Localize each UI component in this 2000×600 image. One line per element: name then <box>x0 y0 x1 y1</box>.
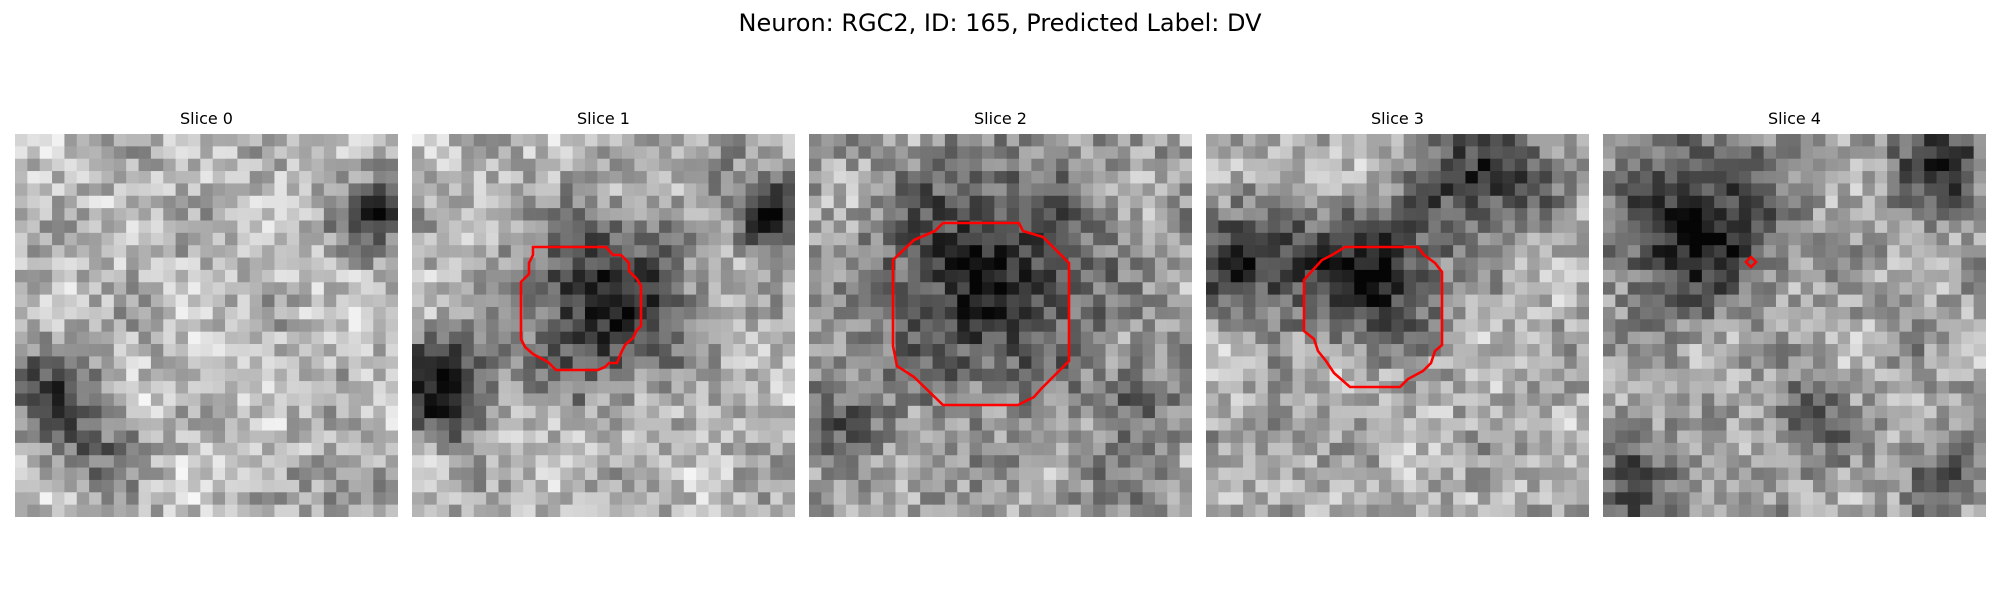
slice-image-0 <box>15 134 398 517</box>
roi-outline-3 <box>1302 245 1444 389</box>
roi-outline-1 <box>519 245 643 372</box>
slice-title-2: Slice 2 <box>974 109 1027 128</box>
slice-image-1 <box>412 134 795 517</box>
slice-title-0: Slice 0 <box>180 109 233 128</box>
roi-outline-4 <box>1744 255 1758 269</box>
slice-image-3 <box>1206 134 1589 517</box>
roi-outline-2 <box>891 221 1071 407</box>
slice-title-1: Slice 1 <box>577 109 630 128</box>
figure-title: Neuron: RGC2, ID: 165, Predicted Label: … <box>738 9 1262 37</box>
slice-title-4: Slice 4 <box>1768 109 1821 128</box>
slice-image-2 <box>809 134 1192 517</box>
slice-title-3: Slice 3 <box>1371 109 1424 128</box>
slice-image-4 <box>1603 134 1986 517</box>
